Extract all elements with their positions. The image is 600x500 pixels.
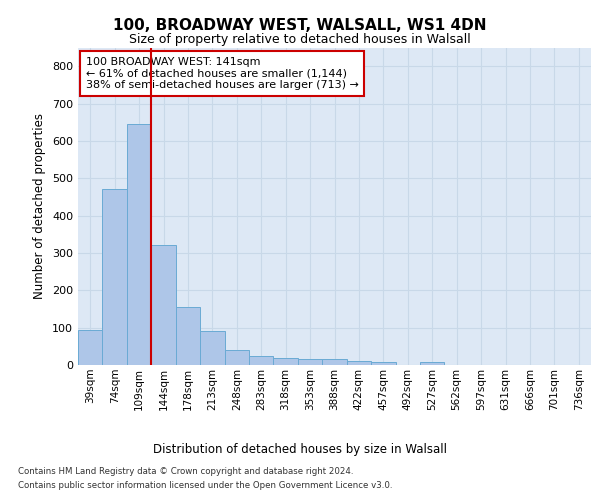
Bar (347, 362, 371, 365)
Bar (420, 362, 445, 365)
Text: Contains HM Land Registry data © Crown copyright and database right 2024.: Contains HM Land Registry data © Crown c… (18, 468, 353, 476)
Bar (176, 307, 200, 365)
Bar (224, 350, 249, 365)
Bar (103, 190, 127, 365)
Text: Distribution of detached houses by size in Walsall: Distribution of detached houses by size … (153, 442, 447, 456)
Bar (249, 356, 274, 365)
Bar (151, 246, 176, 365)
Text: 100 BROADWAY WEST: 141sqm
← 61% of detached houses are smaller (1,144)
38% of se: 100 BROADWAY WEST: 141sqm ← 61% of detac… (86, 57, 359, 90)
Bar (200, 332, 224, 365)
Y-axis label: Number of detached properties: Number of detached properties (34, 114, 46, 299)
Bar (78, 330, 103, 365)
Bar (322, 360, 347, 365)
Text: 100, BROADWAY WEST, WALSALL, WS1 4DN: 100, BROADWAY WEST, WALSALL, WS1 4DN (113, 18, 487, 32)
Bar (274, 358, 298, 365)
Text: Contains public sector information licensed under the Open Government Licence v3: Contains public sector information licen… (18, 481, 392, 490)
Bar (298, 360, 322, 365)
Text: Size of property relative to detached houses in Walsall: Size of property relative to detached ho… (129, 32, 471, 46)
Bar (371, 362, 395, 365)
Bar (127, 124, 151, 365)
